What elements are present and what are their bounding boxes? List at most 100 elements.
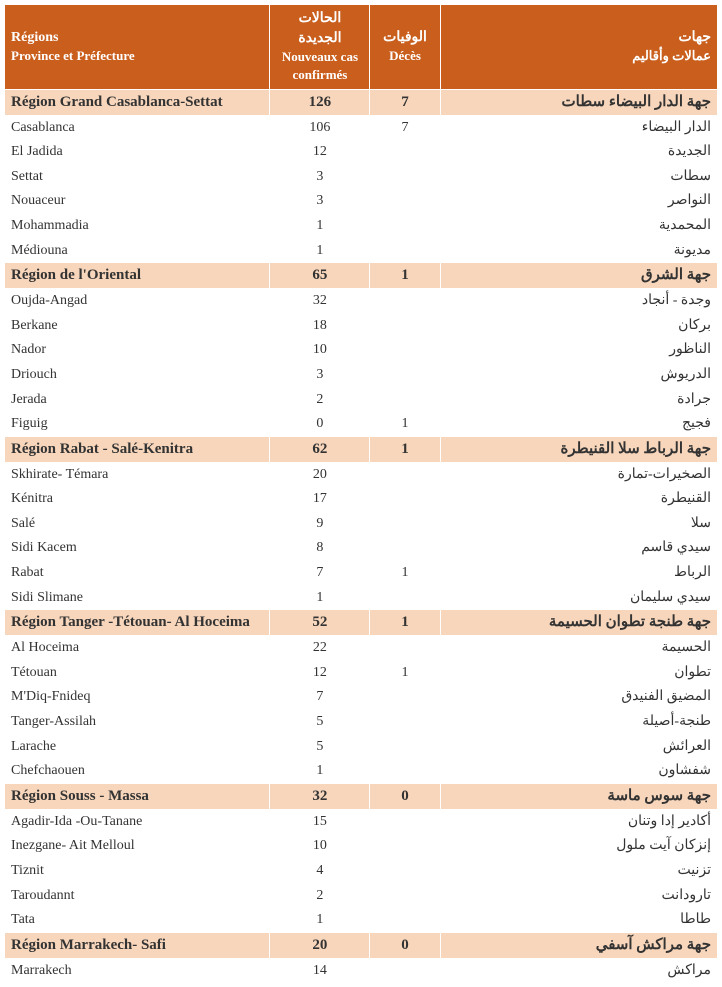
region-row: Région Rabat - Salé-Kenitra621جهة الرباط… [5,436,718,462]
region-deaths: 7 [370,89,440,115]
province-name-ar: الناظور [440,338,717,363]
region-cases: 20 [270,932,370,958]
province-cases: 9 [270,511,370,536]
region-deaths: 1 [370,436,440,462]
province-deaths [370,834,440,859]
province-name-ar: وجدة - أنجاد [440,289,717,314]
table-row: Rabat71الرباط [5,561,718,586]
province-name-ar: طنجة-أصيلة [440,710,717,735]
table-row: Tiznit4تزنيت [5,859,718,884]
table-row: Salé9سلا [5,511,718,536]
province-deaths [370,462,440,487]
table-body: Région Grand Casablanca-Settat1267جهة ال… [5,89,718,983]
header-regions-top: Régions [11,28,263,48]
table-row: Settat3سطات [5,164,718,189]
table-row: Oujda-Angad32وجدة - أنجاد [5,289,718,314]
header-deaths-top: الوفيات [376,28,433,48]
table-row: Berkane18بركان [5,313,718,338]
province-name-fr: Marrakech [5,958,270,983]
province-cases: 5 [270,710,370,735]
province-cases: 17 [270,487,370,512]
province-name-fr: Mohammadia [5,213,270,238]
header-cases-sub: Nouveaux cas confirmés [276,48,363,84]
header-deaths-sub: Décès [376,47,433,65]
province-cases: 2 [270,387,370,412]
province-deaths [370,908,440,933]
header-deaths: الوفيات Décès [370,5,440,90]
province-deaths [370,636,440,661]
region-name-ar: جهة الرباط سلا القنيطرة [440,436,717,462]
province-name-ar: الجديدة [440,140,717,165]
region-cases: 52 [270,610,370,636]
province-name-fr: Al Hoceima [5,636,270,661]
region-row: Région Tanger -Tétouan- Al Hoceima521جهة… [5,610,718,636]
region-cases: 62 [270,436,370,462]
province-deaths [370,362,440,387]
table-row: Al Hoceima22الحسيمة [5,636,718,661]
region-deaths: 0 [370,932,440,958]
province-name-ar: الحسيمة [440,636,717,661]
region-name-fr: Région de l'Oriental [5,263,270,289]
region-cases: 32 [270,783,370,809]
province-deaths [370,685,440,710]
province-deaths [370,883,440,908]
province-deaths [370,536,440,561]
header-regions-ar: جهات عمالات وأقاليم [440,5,717,90]
province-cases: 32 [270,289,370,314]
region-deaths: 1 [370,263,440,289]
province-name-ar: مراكش [440,958,717,983]
province-name-ar: شفشاون [440,759,717,784]
region-name-fr: Région Souss - Massa [5,783,270,809]
table-row: Mohammadia1المحمدية [5,213,718,238]
province-name-ar: جرادة [440,387,717,412]
province-deaths: 1 [370,412,440,437]
province-cases: 106 [270,115,370,140]
province-cases: 14 [270,958,370,983]
table-row: Tanger-Assilah5طنجة-أصيلة [5,710,718,735]
province-name-ar: النواصر [440,189,717,214]
region-name-ar: جهة الدار البيضاء سطات [440,89,717,115]
province-cases: 1 [270,908,370,933]
province-deaths [370,140,440,165]
province-name-fr: Sidi Slimane [5,585,270,610]
table-row: Nador10الناظور [5,338,718,363]
province-cases: 10 [270,338,370,363]
province-cases: 20 [270,462,370,487]
table-row: Larache5العرائش [5,734,718,759]
province-name-fr: Chefchaouen [5,759,270,784]
province-deaths [370,734,440,759]
province-cases: 1 [270,759,370,784]
province-name-fr: Inezgane- Ait Melloul [5,834,270,859]
table-row: Tata1طاطا [5,908,718,933]
province-name-ar: سيدي سليمان [440,585,717,610]
covid-regions-table: Régions Province et Préfecture الحالات ا… [4,4,718,983]
region-name-ar: جهة طنجة تطوان الحسيمة [440,610,717,636]
province-deaths: 7 [370,115,440,140]
header-cases: الحالات الجديدة Nouveaux cas confirmés [270,5,370,90]
table-header: Régions Province et Préfecture الحالات ا… [5,5,718,90]
province-deaths [370,338,440,363]
province-name-ar: المضيق الفنيدق [440,685,717,710]
province-name-ar: تطوان [440,660,717,685]
province-cases: 10 [270,834,370,859]
province-name-fr: Sidi Kacem [5,536,270,561]
province-name-fr: El Jadida [5,140,270,165]
province-cases: 18 [270,313,370,338]
province-name-fr: Kénitra [5,487,270,512]
header-regions-sub: Province et Préfecture [11,47,263,65]
region-row: Région Souss - Massa320جهة سوس ماسة [5,783,718,809]
province-cases: 1 [270,585,370,610]
table-row: Agadir-Ida -Ou-Tanane15أكادير إدا وتنان [5,809,718,834]
province-deaths [370,809,440,834]
table-row: Casablanca1067الدار البيضاء [5,115,718,140]
province-cases: 3 [270,362,370,387]
province-cases: 5 [270,734,370,759]
table-row: Sidi Slimane1 سيدي سليمان [5,585,718,610]
province-name-fr: Taroudannt [5,883,270,908]
province-name-ar: إنزكان آيت ملول [440,834,717,859]
province-name-fr: Tétouan [5,660,270,685]
table-row: Médiouna1مديونة [5,238,718,263]
table-row: Sidi Kacem8سيدي قاسم [5,536,718,561]
province-name-ar: سطات [440,164,717,189]
province-cases: 1 [270,213,370,238]
